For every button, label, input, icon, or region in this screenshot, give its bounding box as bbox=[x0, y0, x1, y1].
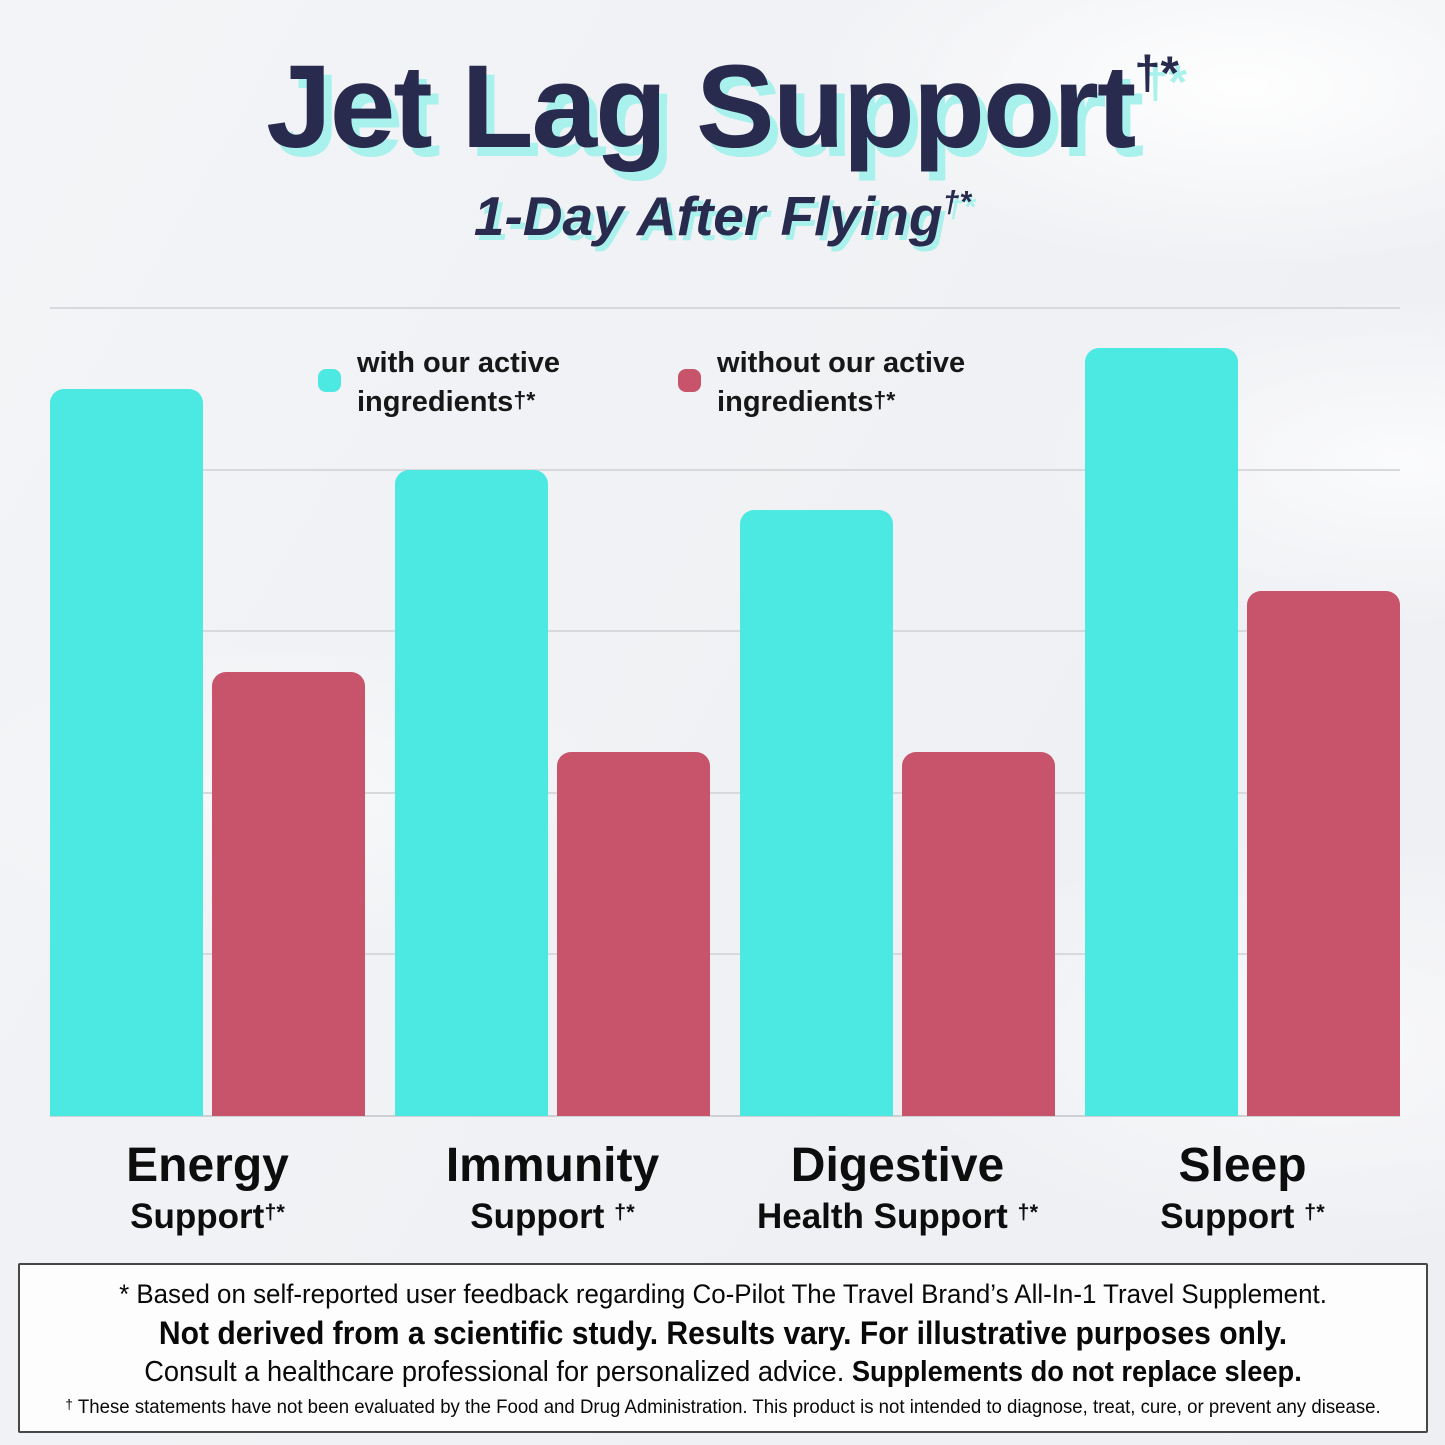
subtitle-text: 1-Day After Flying bbox=[473, 184, 943, 247]
legend-label: with our active ingredients†* bbox=[357, 344, 560, 421]
category-axis-labels: Energy Support†* Immunity Support †* Digesti… bbox=[50, 1138, 1400, 1244]
category-footnote-marks: †* bbox=[264, 1199, 285, 1224]
category-label-line2-text: Support bbox=[1160, 1197, 1305, 1236]
bar-group-3 bbox=[1085, 308, 1400, 1116]
category-label-1: Immunity Support †* bbox=[395, 1138, 710, 1244]
legend-footnote-marks: †* bbox=[873, 386, 896, 413]
bar-with-ingredients-1 bbox=[395, 469, 548, 1116]
category-label-line2: Health Support †* bbox=[740, 1194, 1055, 1244]
gridline bbox=[50, 468, 1400, 471]
disclaimer-line-1: * Based on self-reported user feedback r… bbox=[119, 1279, 1327, 1309]
legend-label-line2: ingredients bbox=[717, 385, 874, 418]
gridline bbox=[50, 630, 1400, 633]
category-label-line2: Support†* bbox=[50, 1194, 365, 1244]
category-footnote-marks: †* bbox=[1304, 1199, 1325, 1224]
subtitle-footnote-marks: †* bbox=[942, 185, 972, 219]
category-label-3: Sleep Support †* bbox=[1085, 1138, 1400, 1244]
disclaimer-line-3: Consult a healthcare professional for pe… bbox=[62, 1353, 1384, 1391]
category-label-line2-text: Support bbox=[130, 1197, 265, 1236]
gridline bbox=[50, 953, 1400, 956]
disclaimer-line-4: † These statements have not been evaluat… bbox=[34, 1391, 1412, 1426]
category-label-line2: Support †* bbox=[395, 1194, 710, 1244]
category-footnote-marks: †* bbox=[614, 1199, 635, 1224]
legend-footnote-marks: †* bbox=[513, 386, 536, 413]
disclaimer-box: * Based on self-reported user feedback r… bbox=[18, 1263, 1428, 1433]
bar-without-ingredients-1 bbox=[557, 752, 710, 1116]
category-label-line2-text: Support bbox=[470, 1197, 615, 1236]
bars bbox=[50, 308, 1400, 1116]
category-label-line1: Energy bbox=[126, 1139, 289, 1192]
title-footnote-marks: †* bbox=[1134, 46, 1179, 100]
disclaimer-line-3-regular: Consult a healthcare professional for pe… bbox=[144, 1356, 852, 1388]
bar-chart: with our active ingredients†* without our… bbox=[50, 307, 1400, 1117]
legend-label-line2: ingredients bbox=[357, 385, 514, 418]
x-axis-baseline bbox=[50, 1115, 1400, 1117]
bar-with-ingredients-3 bbox=[1085, 348, 1238, 1116]
category-label-0: Energy Support†* bbox=[50, 1138, 365, 1244]
bar-without-ingredients-2 bbox=[902, 752, 1055, 1116]
header: Jet Lag Support†* 1-Day After Flying†* bbox=[0, 45, 1445, 248]
bar-without-ingredients-0 bbox=[212, 671, 365, 1116]
gridline bbox=[50, 307, 1400, 309]
legend-label: without our active ingredients†* bbox=[717, 344, 965, 421]
legend-item-with-ingredients: with our active ingredients†* bbox=[318, 344, 560, 421]
page-title: Jet Lag Support†* bbox=[0, 45, 1445, 170]
bar-group-0 bbox=[50, 308, 365, 1116]
gridline bbox=[50, 791, 1400, 794]
category-label-2: Digestive Health Support †* bbox=[740, 1138, 1055, 1244]
category-label-line1: Digestive bbox=[790, 1139, 1005, 1192]
cyan-swatch-icon bbox=[318, 369, 341, 392]
chart-legend: with our active ingredients†* without our… bbox=[318, 344, 965, 421]
legend-label-line1: with our active bbox=[357, 347, 561, 379]
category-label-line1: Sleep bbox=[1178, 1139, 1307, 1192]
disclaimer-line-3-bold: Supplements do not replace sleep. bbox=[851, 1356, 1302, 1388]
dagger-mark: † bbox=[65, 1397, 74, 1413]
page-subtitle: 1-Day After Flying†* bbox=[0, 184, 1445, 248]
category-label-line1: Immunity bbox=[445, 1139, 660, 1192]
category-label-line2: Support †* bbox=[1085, 1194, 1400, 1244]
legend-label-line1: without our active bbox=[717, 347, 966, 379]
bar-with-ingredients-2 bbox=[740, 510, 893, 1116]
category-footnote-marks: †* bbox=[1017, 1199, 1039, 1224]
bar-group-1 bbox=[395, 308, 710, 1116]
disclaimer-line-4-text: These statements have not been evaluated… bbox=[73, 1397, 1381, 1418]
title-text: Jet Lag Support bbox=[266, 41, 1136, 173]
bar-with-ingredients-0 bbox=[50, 388, 203, 1116]
bar-without-ingredients-3 bbox=[1247, 590, 1400, 1116]
bar-group-2 bbox=[740, 308, 1055, 1116]
category-label-line2-text: Health Support bbox=[756, 1197, 1018, 1236]
disclaimer-line-2: Not derived from a scientific study. Res… bbox=[158, 1315, 1288, 1351]
red-swatch-icon bbox=[678, 369, 702, 392]
legend-item-without-ingredients: without our active ingredients†* bbox=[678, 344, 965, 421]
